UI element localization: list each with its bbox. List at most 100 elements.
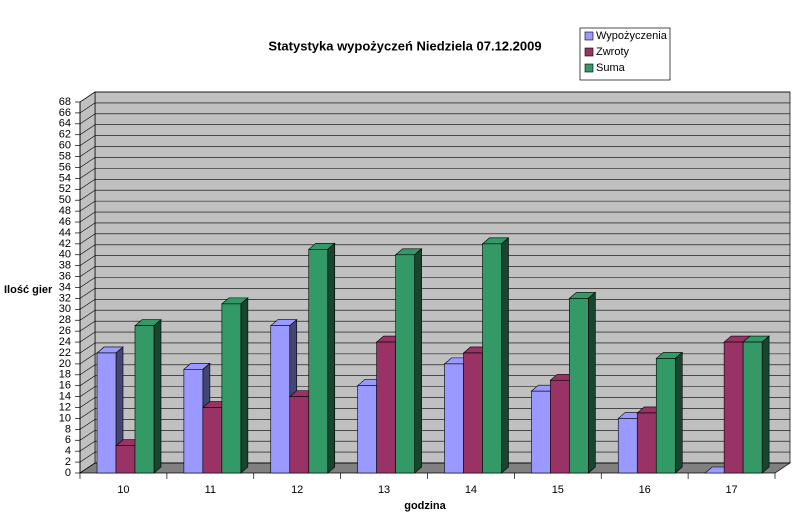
legend-label: Suma (596, 62, 626, 74)
grid-line-side (79, 375, 96, 386)
grid-line-side (79, 309, 96, 321)
grid-line-side (79, 200, 96, 212)
bar-side (240, 297, 249, 474)
y-tick-label: 38 (59, 260, 71, 272)
bar (134, 325, 155, 474)
y-tick-label: 64 (59, 118, 71, 130)
bar (221, 303, 242, 474)
y-tick-label: 20 (59, 358, 71, 370)
grid-line-side (79, 342, 96, 354)
y-tick-label: 0 (65, 467, 71, 479)
bar-side (153, 319, 162, 474)
bar-side (588, 291, 596, 474)
x-tick-label: 15 (552, 484, 564, 496)
bar (444, 363, 464, 474)
y-tick-label: 54 (59, 172, 71, 184)
bar (723, 341, 744, 474)
bar (270, 325, 291, 474)
legend-label: Zwroty (596, 46, 630, 58)
y-tick-label: 18 (59, 369, 71, 381)
bar (96, 352, 117, 474)
y-tick-label: 12 (59, 401, 71, 413)
legend-swatch (584, 63, 594, 73)
y-tick-label: 46 (59, 216, 71, 228)
y-tick-label: 44 (59, 227, 71, 239)
y-tick-label: 66 (59, 107, 71, 119)
bar (482, 243, 502, 474)
grid-line-side (79, 233, 96, 245)
bar (636, 412, 657, 474)
grid-line-side (79, 168, 96, 179)
y-tick-label: 14 (59, 391, 71, 403)
bar (202, 407, 223, 474)
y-tick-label: 24 (59, 336, 71, 348)
y-tick-label: 16 (59, 380, 71, 392)
bar (115, 445, 136, 474)
bar (463, 352, 483, 474)
grid-line-side (79, 277, 96, 288)
grid-line-side (79, 440, 96, 452)
bar (308, 249, 329, 474)
grid-line-side (79, 320, 96, 332)
bar-side (327, 242, 336, 474)
x-tick-label: 17 (725, 484, 737, 496)
grid-line-side (79, 91, 96, 103)
x-tick-label: 14 (465, 484, 477, 496)
y-tick-label: 58 (59, 150, 71, 162)
grid-line-side (79, 113, 96, 125)
legend-box (579, 27, 671, 81)
y-tick-label: 34 (59, 281, 71, 293)
y-axis-title: Ilość gier (4, 284, 53, 296)
grid-line-side (79, 189, 96, 201)
grid-line-side (79, 146, 96, 157)
y-tick-label: 60 (59, 140, 71, 152)
legend-swatch (584, 47, 594, 57)
grid-line-side (79, 211, 96, 223)
y-tick-label: 32 (59, 292, 71, 304)
grid-line-side (79, 179, 96, 190)
grid-line-side (79, 255, 96, 266)
x-tick-label: 16 (639, 484, 651, 496)
grid-line-side (79, 266, 96, 277)
bar-side (414, 248, 422, 474)
grid-line-side (79, 408, 96, 419)
y-tick-label: 48 (59, 205, 71, 217)
bar (289, 396, 310, 474)
x-tick-label: 11 (205, 484, 216, 496)
bar (376, 341, 396, 474)
legend-label: Wypożyczenia (596, 30, 668, 42)
y-tick-label: 36 (59, 270, 71, 282)
bar (569, 298, 589, 474)
chart-title: Statystyka wypożyczeń Niedziela 07.12.20… (268, 38, 541, 53)
bar (550, 379, 570, 474)
y-tick-label: 8 (65, 423, 71, 435)
y-tick-label: 68 (59, 96, 71, 108)
bar (531, 390, 551, 474)
grid-line-side (79, 364, 96, 376)
grid-line-side (79, 353, 96, 365)
bar-side (761, 335, 770, 474)
x-tick-label: 13 (378, 484, 390, 496)
y-tick-label: 2 (65, 456, 71, 468)
y-tick-label: 40 (59, 249, 71, 261)
x-tick-label: 12 (291, 484, 303, 496)
y-tick-label: 6 (65, 434, 71, 446)
bar (617, 418, 638, 474)
bar-side (674, 351, 683, 474)
grid-line-side (79, 124, 96, 135)
grid-line-side (79, 288, 96, 299)
grid-line-side (79, 135, 96, 146)
grid-line-side (79, 157, 96, 168)
y-tick-label: 26 (59, 325, 71, 337)
y-tick-label: 50 (59, 194, 71, 206)
y-tick-label: 10 (59, 412, 71, 424)
grid-line-side (79, 244, 96, 256)
grid-line-side (79, 430, 96, 441)
grid-line-side (79, 222, 96, 234)
bar (742, 341, 763, 474)
y-tick-label: 28 (59, 314, 71, 326)
bar (395, 254, 415, 474)
y-tick-label: 62 (59, 129, 71, 141)
grid-line-side (79, 451, 96, 463)
